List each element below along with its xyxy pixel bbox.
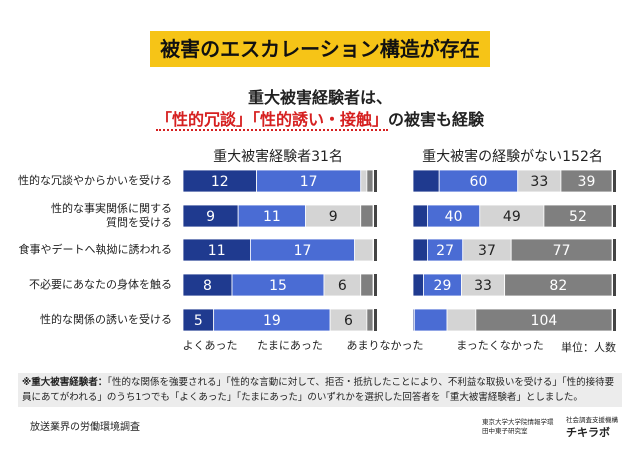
value-label: 11 — [208, 243, 226, 259]
bar-segment — [412, 169, 440, 193]
bar-end — [613, 309, 616, 331]
bar-segment — [412, 238, 428, 262]
bar-end — [613, 239, 616, 261]
bar-segment — [510, 238, 613, 262]
bar-segment — [412, 273, 424, 297]
bar-segment — [412, 204, 428, 228]
value-label: 9 — [329, 209, 338, 225]
value-label: 11 — [263, 209, 281, 225]
value-label: 5 — [194, 313, 203, 329]
category-label: 不必要にあなたの身体を触る — [29, 278, 172, 291]
value-label: 6 — [338, 278, 347, 294]
value-label: 27 — [436, 243, 454, 259]
bar-segment — [354, 238, 374, 262]
bar-segment — [543, 204, 613, 228]
value-label: 60 — [470, 174, 488, 190]
value-label: 17 — [300, 174, 318, 190]
bar-end — [374, 239, 377, 261]
org: 社会調査支援機構 — [566, 416, 618, 424]
org: 田中東子研究室 — [482, 427, 528, 435]
value-label: 77 — [553, 243, 571, 259]
bar-end — [374, 274, 377, 296]
bar-segment — [366, 308, 374, 332]
panel-title: 重大被害の経験がない152名 — [422, 149, 603, 165]
value-label: 19 — [263, 313, 281, 329]
bar-segment — [560, 169, 613, 193]
value-label: 104 — [531, 313, 558, 329]
value-label: 49 — [503, 209, 521, 225]
footnote-label: ※重大被害経験者： — [22, 377, 108, 388]
title: 被害のエスカレーション構造が存在 — [150, 31, 490, 67]
bar-end — [613, 274, 616, 296]
legend-label: たまにあった — [257, 339, 323, 352]
category-label: 性的な関係の誘いを受ける — [40, 313, 172, 326]
unit-label: 単位：人数 — [561, 340, 616, 354]
panel-title: 重大被害経験者31名 — [213, 149, 343, 165]
footnote: ※重大被害経験者：「性的な関係を強要される」「性的な言動に対して、拒否・抵抗した… — [18, 373, 622, 407]
category-label: 性的な冗談やからかいを受ける — [18, 174, 172, 187]
bar-end — [374, 309, 377, 331]
value-label: 82 — [549, 278, 567, 294]
bar-segment — [360, 169, 368, 193]
legend-label: あまりなかった — [347, 339, 424, 352]
value-label: 40 — [445, 209, 463, 225]
value-label: 29 — [434, 278, 452, 294]
value-label: 17 — [294, 243, 312, 259]
org-logo: チキラボ — [566, 426, 610, 439]
value-label: 37 — [478, 243, 496, 259]
category-label: 食事やデートへ執拗に誘われる — [18, 243, 172, 256]
bar-end — [374, 205, 377, 227]
bar-segment — [446, 308, 477, 332]
bar-end — [613, 170, 616, 192]
source: 放送業界の労働環境調査 — [30, 422, 140, 433]
value-label: 6 — [344, 313, 353, 329]
value-label: 8 — [203, 278, 212, 294]
value-label: 15 — [269, 278, 287, 294]
value-label: 33 — [530, 174, 548, 190]
bar-end — [613, 205, 616, 227]
value-label: 9 — [206, 209, 215, 225]
subtitle: 「性的冗談」「性的誘い・接触」の被害も経験 — [0, 106, 640, 131]
subtitle: 重大被害経験者は、 — [247, 88, 392, 107]
bar-end — [374, 170, 377, 192]
subtitle-rest: の被害も経験 — [388, 110, 485, 129]
bar-segment — [413, 308, 448, 332]
legend-label: よくあった — [183, 339, 238, 352]
legend-label: まったくなかった — [456, 339, 544, 352]
value-label: 12 — [211, 174, 229, 190]
value-label: 33 — [474, 278, 492, 294]
bar-segment — [360, 273, 374, 297]
value-label: 52 — [569, 209, 587, 225]
bar-segment — [504, 273, 613, 297]
subtitle-highlight: 「性的冗談」「性的誘い・接触」 — [155, 110, 388, 131]
value-label: 39 — [578, 174, 596, 190]
bar-segment — [475, 308, 613, 332]
footnote-text: 「性的な関係を強要される」「性的な言動に対して、拒否・抵抗したことにより、不利益… — [22, 377, 615, 403]
bar-segment — [360, 204, 374, 228]
category-label: 性的な事実関係に関する 質問を受ける — [51, 202, 172, 229]
bar-segment — [366, 169, 374, 193]
org: 東京大学大学院情報学環 — [482, 418, 554, 426]
